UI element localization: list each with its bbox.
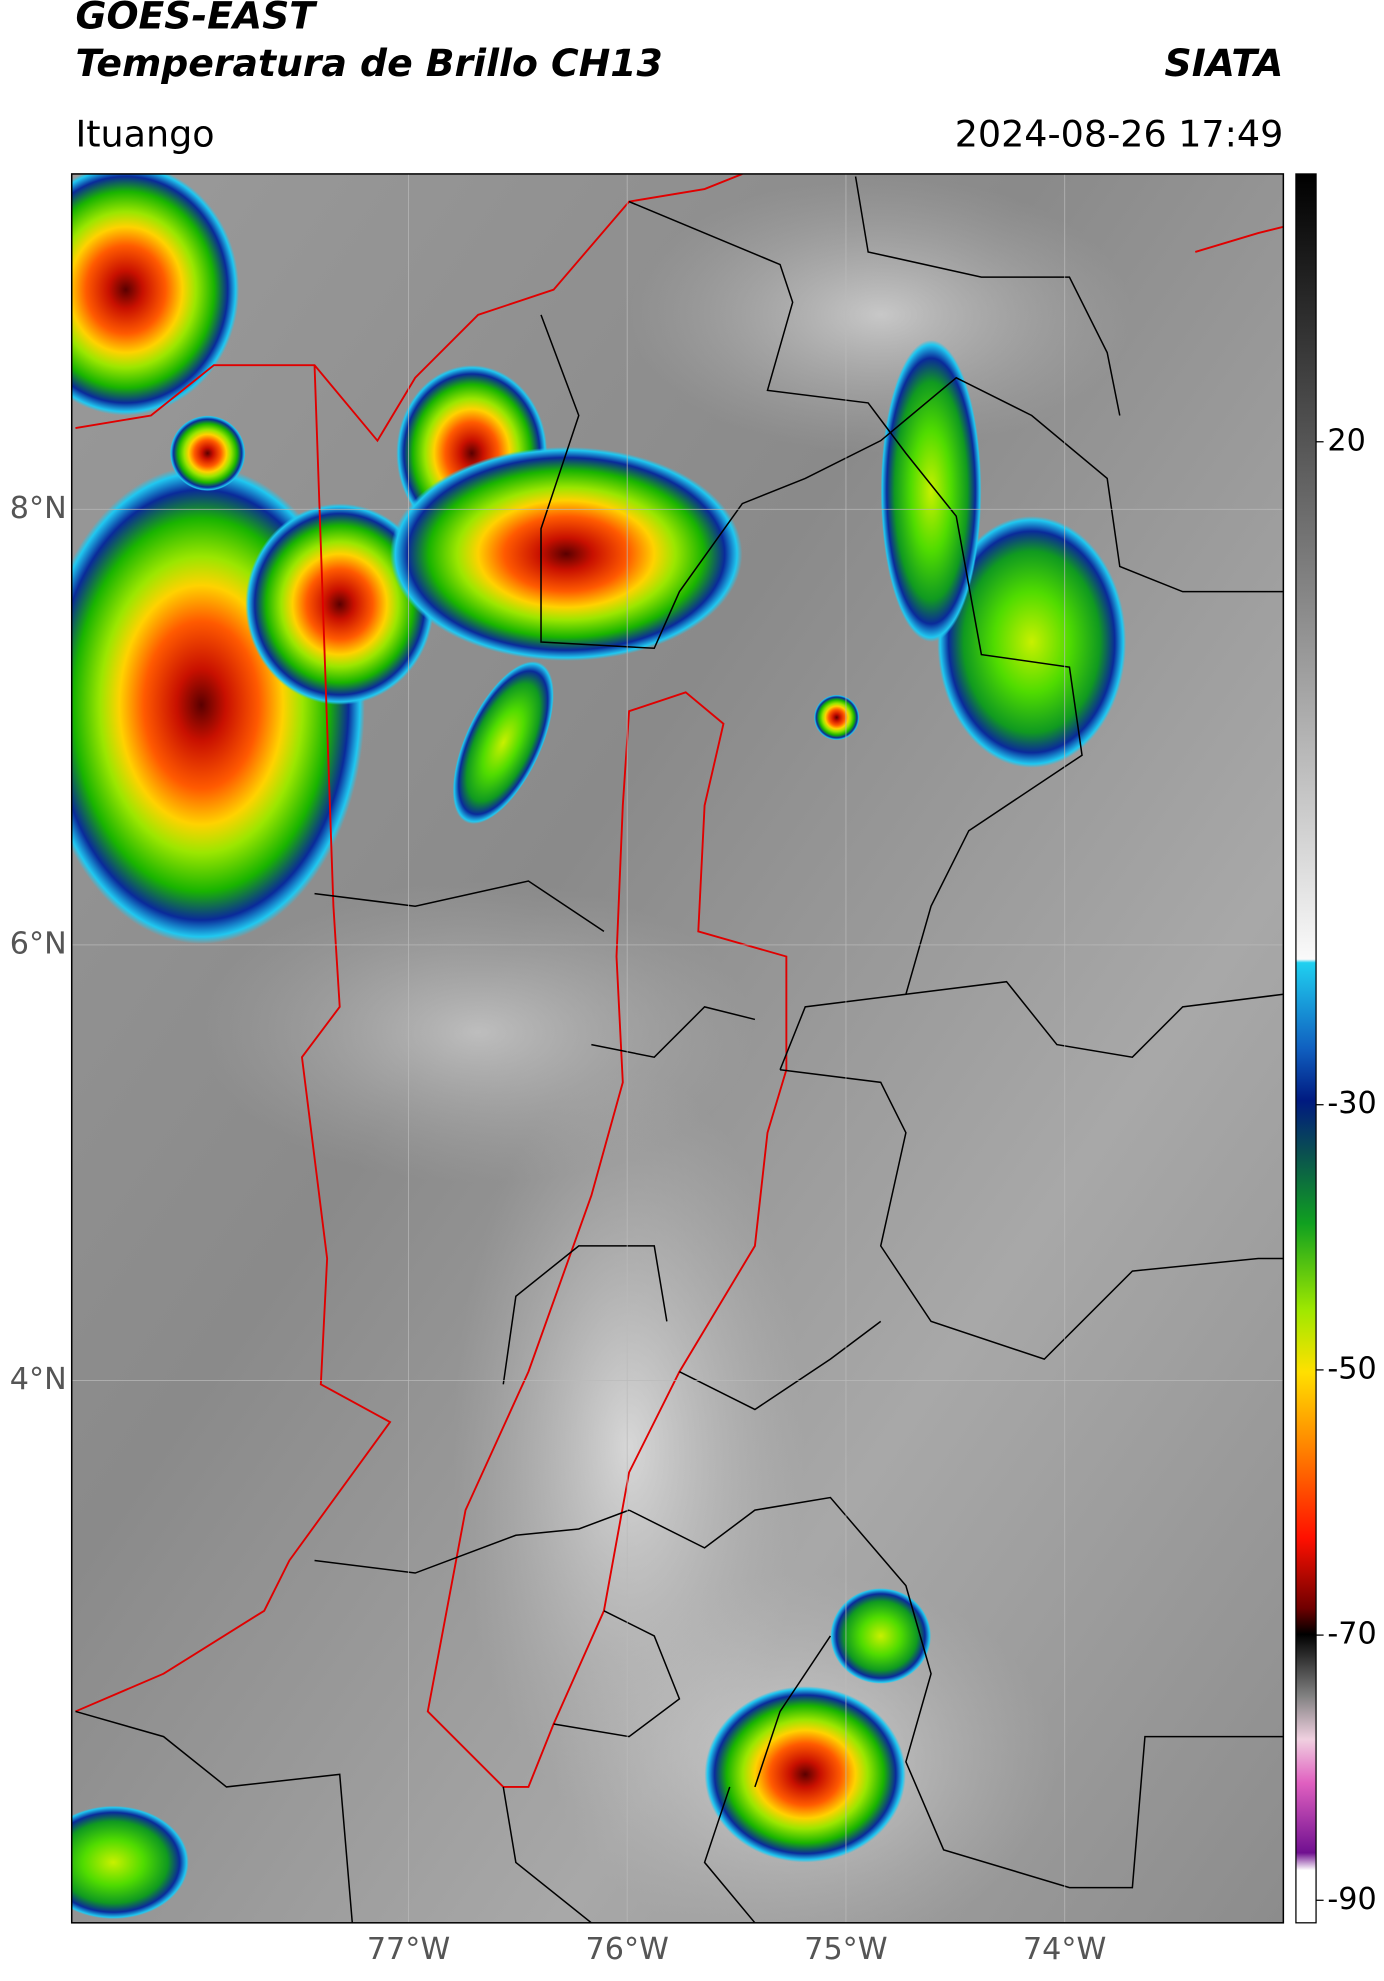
satellite-image [71,173,1284,1923]
colorbar-tick-label: -90 [1327,1882,1376,1917]
lat-tick-label: 8°N [10,491,67,526]
lon-tick-label: 75°W [804,1932,887,1967]
location: Ituango [75,113,214,156]
lat-tick-label: 4°N [10,1362,67,1397]
source: SIATA [1165,41,1284,85]
title-line2: Temperatura de Brillo CH13 [75,41,662,85]
lon-tick-label: 76°W [586,1932,669,1967]
graticule [71,173,1284,1923]
colorbar [1295,173,1317,1924]
lon-tick-label: 74°W [1023,1932,1106,1967]
colorbar-tick-label: -50 [1327,1351,1376,1386]
lon-tick-label: 77°W [367,1932,450,1967]
datetime: 2024-08-26 17:49 [955,113,1284,156]
map-frame [70,173,1285,1924]
colorbar-tick-label: -70 [1327,1617,1376,1652]
lat-tick-label: 6°N [10,926,67,961]
colorbar-tick-label: 20 [1327,423,1365,458]
title-line1: GOES-EAST [75,0,318,37]
colorbar-tick-label: -30 [1327,1086,1376,1121]
